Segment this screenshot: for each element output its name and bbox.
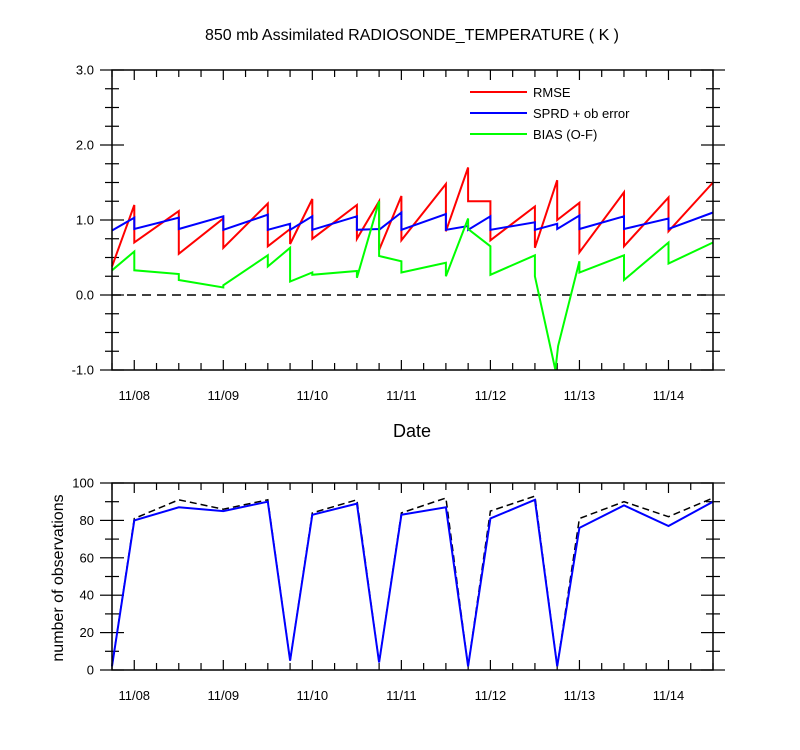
top-ticks xyxy=(100,69,725,371)
series-line-assimilated xyxy=(111,498,714,667)
bottom-x-tick-labels: 11/08 11/09 11/10 11/11 11/12 11/13 11/14 xyxy=(118,688,684,703)
y-axis-label-observations: number of observations xyxy=(50,494,67,661)
x-tick-label: 11/10 xyxy=(297,388,329,403)
y-tick-label: 40 xyxy=(80,588,94,603)
x-tick-label: 11/10 xyxy=(297,688,329,703)
series-line-possible xyxy=(111,495,714,667)
bottom-series-lines xyxy=(111,495,714,667)
top-y-tick-labels: -1.0 0.0 1.0 2.0 3.0 xyxy=(72,63,94,378)
y-tick-label: 60 xyxy=(80,550,94,565)
series-line-bias-o-f xyxy=(111,201,714,371)
x-tick-label: 11/12 xyxy=(475,388,507,403)
chart-title: 850 mb Assimilated RADIOSONDE_TEMPERATUR… xyxy=(205,27,619,44)
x-tick-label: 11/11 xyxy=(386,388,417,403)
x-tick-label: 11/13 xyxy=(564,688,596,703)
legend-label: SPRD + ob error xyxy=(533,106,630,121)
y-tick-label: 0.0 xyxy=(76,288,94,303)
series-line-sprd-ob-error xyxy=(111,210,714,232)
legend: RMSE SPRD + ob error BIAS (O-F) xyxy=(470,85,630,142)
bottom-ticks xyxy=(100,482,725,671)
legend-label: RMSE xyxy=(533,85,571,100)
x-tick-label: 11/12 xyxy=(475,688,507,703)
top-series-lines xyxy=(111,167,714,371)
y-tick-label: 80 xyxy=(80,513,94,528)
x-tick-label: 11/09 xyxy=(208,688,240,703)
y-tick-label: 20 xyxy=(80,625,94,640)
x-tick-label: 11/08 xyxy=(118,688,150,703)
x-tick-label: 11/08 xyxy=(118,388,150,403)
x-tick-label: 11/09 xyxy=(208,388,240,403)
top-plot-frame xyxy=(111,69,714,371)
x-tick-label: 11/14 xyxy=(653,688,685,703)
x-tick-label: 11/11 xyxy=(386,688,417,703)
y-tick-label: 2.0 xyxy=(76,138,94,153)
bottom-plot-frame xyxy=(111,482,714,671)
x-tick-label: 11/13 xyxy=(564,388,596,403)
legend-label: BIAS (O-F) xyxy=(533,127,597,142)
y-tick-label: 100 xyxy=(72,476,94,491)
y-tick-label: -1.0 xyxy=(72,363,94,378)
y-tick-label: 3.0 xyxy=(76,63,94,78)
y-tick-label: 1.0 xyxy=(76,213,94,228)
x-axis-label: Date xyxy=(393,421,431,441)
y-tick-label: 0 xyxy=(87,663,94,678)
top-x-tick-labels: 11/08 11/09 11/10 11/11 11/12 11/13 11/14 xyxy=(118,388,684,403)
bottom-y-tick-labels: 0 20 40 60 80 100 xyxy=(72,476,94,678)
x-tick-label: 11/14 xyxy=(653,388,685,403)
top-panel: -1.00.01.02.03.0 11/08 11/09 11/10 11/11 11/… xyxy=(72,63,725,441)
